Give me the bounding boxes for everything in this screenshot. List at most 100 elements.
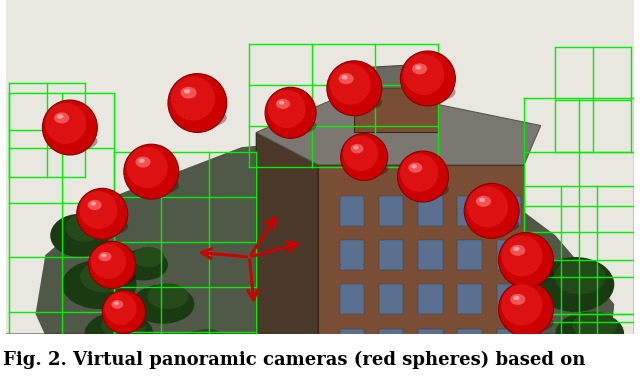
Bar — [458, 240, 482, 270]
Circle shape — [134, 340, 163, 370]
Ellipse shape — [297, 350, 310, 359]
Circle shape — [127, 147, 168, 188]
Circle shape — [171, 77, 215, 121]
Bar — [497, 329, 521, 358]
Text: Fig. 2. Virtual panoramic cameras (red spheres) based on: Fig. 2. Virtual panoramic cameras (red s… — [3, 351, 586, 370]
Circle shape — [467, 186, 508, 227]
Ellipse shape — [456, 363, 518, 379]
Ellipse shape — [479, 198, 485, 202]
Ellipse shape — [292, 366, 334, 379]
Circle shape — [330, 64, 371, 105]
Ellipse shape — [408, 163, 422, 173]
Ellipse shape — [136, 361, 172, 375]
Ellipse shape — [339, 73, 354, 84]
Ellipse shape — [132, 285, 195, 324]
Ellipse shape — [406, 83, 456, 102]
Ellipse shape — [51, 214, 109, 257]
Circle shape — [132, 338, 171, 377]
Bar — [458, 329, 482, 358]
Ellipse shape — [180, 87, 196, 99]
Circle shape — [178, 373, 217, 379]
Ellipse shape — [536, 257, 614, 312]
Polygon shape — [256, 88, 541, 165]
Ellipse shape — [119, 249, 168, 280]
Circle shape — [168, 74, 227, 132]
Ellipse shape — [279, 100, 284, 105]
Circle shape — [499, 232, 554, 287]
Ellipse shape — [57, 114, 63, 119]
Ellipse shape — [129, 176, 179, 195]
Bar — [379, 240, 403, 270]
Ellipse shape — [136, 157, 150, 168]
Ellipse shape — [346, 160, 388, 177]
Bar — [340, 196, 364, 226]
Polygon shape — [355, 88, 438, 132]
Bar — [418, 329, 443, 358]
Ellipse shape — [513, 247, 520, 251]
Circle shape — [268, 90, 306, 128]
Ellipse shape — [88, 200, 102, 210]
Ellipse shape — [65, 213, 104, 241]
Circle shape — [287, 340, 333, 379]
Polygon shape — [36, 137, 614, 379]
Bar — [340, 368, 364, 379]
Ellipse shape — [271, 117, 316, 135]
Ellipse shape — [80, 261, 129, 293]
Ellipse shape — [300, 352, 305, 356]
Bar — [497, 196, 521, 226]
Bar — [340, 329, 364, 358]
Circle shape — [397, 151, 449, 202]
Ellipse shape — [504, 264, 554, 283]
Ellipse shape — [504, 313, 554, 332]
Polygon shape — [6, 334, 614, 379]
Ellipse shape — [412, 63, 428, 74]
Ellipse shape — [150, 355, 205, 379]
Ellipse shape — [175, 330, 230, 366]
Ellipse shape — [471, 362, 512, 379]
Ellipse shape — [148, 283, 188, 309]
Circle shape — [124, 144, 179, 199]
Ellipse shape — [556, 312, 624, 355]
Ellipse shape — [342, 75, 348, 80]
Ellipse shape — [470, 215, 519, 234]
Ellipse shape — [351, 144, 364, 153]
Ellipse shape — [94, 268, 136, 285]
Ellipse shape — [101, 254, 106, 257]
Ellipse shape — [554, 259, 605, 294]
Circle shape — [79, 191, 118, 229]
Circle shape — [464, 183, 519, 238]
Ellipse shape — [524, 343, 587, 379]
Bar — [379, 285, 403, 314]
Circle shape — [400, 153, 438, 192]
Ellipse shape — [467, 367, 513, 379]
Ellipse shape — [472, 349, 486, 359]
Ellipse shape — [54, 113, 69, 124]
Ellipse shape — [227, 373, 266, 379]
Circle shape — [289, 342, 324, 377]
Ellipse shape — [142, 349, 147, 352]
Bar — [418, 285, 443, 314]
Ellipse shape — [174, 107, 227, 128]
Bar — [418, 240, 443, 270]
Circle shape — [104, 293, 137, 325]
Ellipse shape — [140, 347, 151, 355]
Ellipse shape — [403, 180, 449, 198]
Ellipse shape — [513, 296, 520, 300]
Ellipse shape — [572, 312, 617, 340]
Circle shape — [327, 61, 382, 116]
Circle shape — [42, 100, 97, 155]
Ellipse shape — [165, 354, 200, 376]
Ellipse shape — [90, 202, 96, 206]
Ellipse shape — [510, 294, 525, 305]
Polygon shape — [256, 132, 318, 379]
Ellipse shape — [353, 146, 358, 149]
Ellipse shape — [102, 312, 146, 340]
Ellipse shape — [84, 312, 153, 355]
Bar — [340, 285, 364, 314]
Circle shape — [401, 51, 456, 106]
Circle shape — [102, 290, 145, 334]
Ellipse shape — [333, 92, 382, 112]
Bar — [458, 368, 482, 379]
Bar — [418, 196, 443, 226]
Bar — [497, 368, 521, 379]
